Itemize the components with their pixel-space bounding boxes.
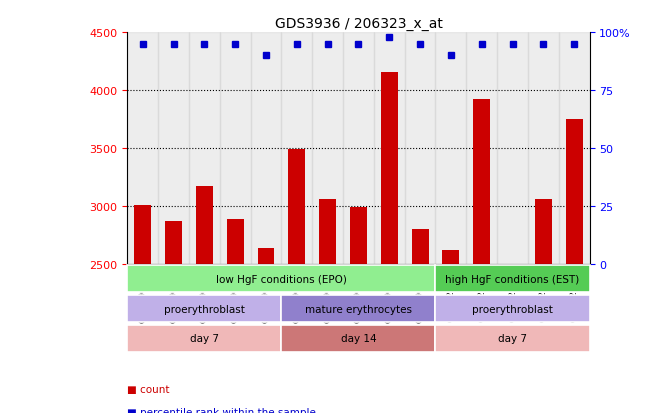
Text: ■ percentile rank within the sample: ■ percentile rank within the sample	[127, 407, 316, 413]
Bar	[436, 266, 590, 292]
Bar	[343, 33, 374, 264]
Bar	[381, 73, 398, 413]
Bar	[127, 325, 281, 352]
Bar	[497, 33, 528, 264]
Bar	[565, 120, 583, 413]
Bar	[436, 33, 466, 264]
Bar	[127, 266, 436, 292]
Bar	[189, 33, 220, 264]
Bar	[535, 199, 552, 413]
Bar	[281, 33, 312, 264]
Bar	[196, 186, 213, 413]
Bar	[436, 296, 590, 322]
Text: proerythroblast: proerythroblast	[472, 304, 553, 314]
Text: day 7: day 7	[190, 334, 219, 344]
Bar	[466, 33, 497, 264]
Bar	[312, 33, 343, 264]
Text: mature erythrocytes: mature erythrocytes	[305, 304, 412, 314]
Bar	[134, 205, 151, 413]
Bar	[127, 296, 281, 322]
Bar	[504, 264, 521, 413]
Bar	[127, 33, 158, 264]
Bar	[559, 33, 590, 264]
Bar	[251, 33, 281, 264]
Bar	[257, 248, 275, 413]
Bar	[350, 208, 367, 413]
Bar	[442, 250, 460, 413]
Bar	[288, 150, 306, 413]
Text: low HgF conditions (EPO): low HgF conditions (EPO)	[216, 274, 347, 284]
Text: high HgF conditions (EST): high HgF conditions (EST)	[446, 274, 580, 284]
Bar	[281, 296, 436, 322]
Bar	[281, 325, 436, 352]
Text: day 7: day 7	[498, 334, 527, 344]
Bar	[165, 221, 182, 413]
Bar	[226, 219, 244, 413]
Bar	[473, 100, 490, 413]
Text: day 14: day 14	[340, 334, 377, 344]
Bar	[411, 230, 429, 413]
Bar	[374, 33, 405, 264]
Bar	[158, 33, 189, 264]
Bar	[405, 33, 436, 264]
Bar	[319, 199, 336, 413]
Bar	[220, 33, 251, 264]
Title: GDS3936 / 206323_x_at: GDS3936 / 206323_x_at	[275, 17, 442, 31]
Text: proerythroblast: proerythroblast	[164, 304, 245, 314]
Bar	[528, 33, 559, 264]
Text: ■ count: ■ count	[127, 385, 170, 394]
Bar	[436, 325, 590, 352]
